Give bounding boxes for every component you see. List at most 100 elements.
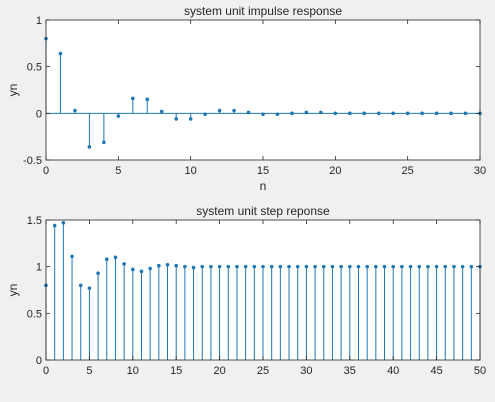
impulse-ytick-label-0: -0.5 [23, 155, 42, 167]
step-stem-marker-12 [148, 266, 152, 271]
step-stem-marker-49 [469, 264, 474, 269]
impulse-stem-marker-12 [217, 108, 222, 113]
impulse-stem-marker-7 [145, 97, 150, 102]
impulse-stem-marker-4 [102, 140, 106, 145]
step-stem-marker-45 [434, 264, 439, 269]
impulse-stem-marker-23 [376, 111, 381, 116]
step-stem-marker-27 [278, 264, 283, 269]
step-stem-marker-2 [61, 221, 66, 225]
step-stem-marker-33 [330, 264, 335, 269]
step-y-axis-label: yn [6, 284, 20, 297]
impulse-stem-marker-10 [188, 117, 193, 121]
impulse-stem-marker-29 [463, 111, 468, 116]
step-stem-marker-21 [226, 264, 231, 269]
impulse-stem-marker-24 [391, 111, 396, 116]
step-stem-marker-17 [191, 265, 196, 270]
step-xtick-label-35: 35 [344, 365, 356, 377]
impulse-stem-marker-26 [420, 111, 424, 116]
impulse-stem-marker-28 [449, 111, 453, 116]
step-stem-marker-7 [104, 257, 109, 262]
impulse-x-axis-label: n [260, 179, 267, 193]
impulse-stem-marker-11 [203, 112, 207, 117]
step-stem-marker-48 [460, 264, 465, 269]
step-ytick-label-2: 1 [36, 262, 42, 274]
impulse-stem-marker-19 [319, 110, 323, 115]
step-stem-marker-23 [243, 264, 248, 269]
impulse-stem-marker-5 [116, 114, 121, 118]
step-stem-marker-37 [365, 264, 369, 269]
step-xtick-label-5: 5 [86, 365, 92, 377]
impulse-stem-marker-22 [362, 111, 367, 116]
impulse-xtick-label-30: 30 [474, 165, 486, 177]
step-stem-marker-13 [157, 263, 161, 268]
step-stem-marker-22 [235, 264, 239, 269]
step-stem-marker-42 [408, 264, 413, 269]
step-stem-marker-11 [139, 269, 144, 274]
impulse-xtick-label-25: 25 [402, 165, 414, 177]
step-stem-marker-24 [252, 264, 257, 269]
step-stem-marker-25 [261, 264, 265, 269]
step-stem-marker-18 [200, 264, 205, 269]
impulse-xtick-label-15: 15 [257, 165, 269, 177]
impulse-plot-title: system unit impulse response [184, 4, 342, 18]
impulse-stem-marker-15 [261, 112, 265, 117]
step-stem-marker-44 [426, 264, 430, 269]
impulse-xtick-label-5: 5 [115, 165, 121, 177]
impulse-xtick-label-10: 10 [185, 165, 197, 177]
step-stem-marker-14 [165, 263, 170, 267]
step-stem-marker-26 [269, 264, 274, 269]
impulse-stem-marker-2 [73, 108, 77, 113]
step-ytick-label-3: 1.5 [27, 215, 42, 227]
impulse-stem-marker-27 [434, 111, 439, 116]
impulse-stem-marker-9 [174, 117, 178, 121]
step-ytick-label-0: 0 [36, 355, 42, 367]
step-stem-marker-38 [374, 264, 378, 269]
step-stem-marker-32 [321, 264, 326, 269]
step-stem-marker-39 [382, 264, 387, 269]
step-stem-marker-36 [356, 264, 361, 269]
step-stem-marker-43 [417, 264, 422, 269]
step-stem-marker-29 [295, 264, 300, 269]
step-stem-marker-8 [113, 255, 118, 260]
impulse-stem-marker-13 [232, 108, 236, 113]
impulse-ytick-label-2: 0.5 [27, 62, 42, 74]
step-stem-marker-1 [52, 223, 57, 228]
step-stem-marker-28 [287, 264, 291, 269]
impulse-stem-marker-14 [246, 110, 251, 115]
step-xtick-label-10: 10 [127, 365, 139, 377]
step-xtick-label-40: 40 [387, 365, 399, 377]
step-stem-marker-9 [122, 262, 126, 266]
impulse-stem-marker-25 [405, 111, 410, 116]
impulse-axes-background [46, 20, 480, 160]
step-response-plot: 0 5 10 15 20 25 30 35 40 45 50 0 0.5 1 1.5 system unit … [6, 204, 486, 377]
step-stem-marker-46 [443, 264, 448, 269]
step-stem-marker-31 [313, 264, 317, 269]
impulse-xtick-label-20: 20 [329, 165, 341, 177]
impulse-ytick-label-1: 0 [36, 108, 42, 120]
step-stem-marker-10 [131, 267, 135, 272]
step-stem-marker-30 [304, 264, 309, 269]
impulse-ytick-label-3: 1 [36, 15, 42, 27]
step-xtick-label-0: 0 [43, 365, 49, 377]
step-stem-marker-41 [400, 264, 404, 269]
impulse-stem-marker-18 [304, 110, 309, 115]
step-stem-marker-40 [391, 264, 396, 269]
step-stem-marker-6 [96, 271, 100, 276]
step-xtick-label-50: 50 [474, 365, 486, 377]
step-plot-title: system unit step reponse [196, 204, 330, 218]
impulse-stem-marker-21 [348, 111, 352, 116]
step-stem-marker-4 [78, 283, 83, 288]
impulse-xtick-label-0: 0 [43, 165, 49, 177]
impulse-y-axis-label: yn [6, 84, 20, 97]
impulse-stem-marker-3 [87, 145, 92, 149]
impulse-stem-marker-17 [290, 111, 294, 116]
impulse-stem-marker-8 [159, 109, 164, 114]
step-stem-marker-20 [217, 264, 222, 269]
step-xtick-label-45: 45 [430, 365, 442, 377]
impulse-stem-marker-16 [275, 112, 280, 117]
impulse-stem-marker-1 [58, 51, 63, 56]
step-stem-marker-34 [339, 264, 343, 269]
step-stem-marker-15 [174, 263, 178, 268]
step-stem-marker-5 [87, 286, 92, 290]
